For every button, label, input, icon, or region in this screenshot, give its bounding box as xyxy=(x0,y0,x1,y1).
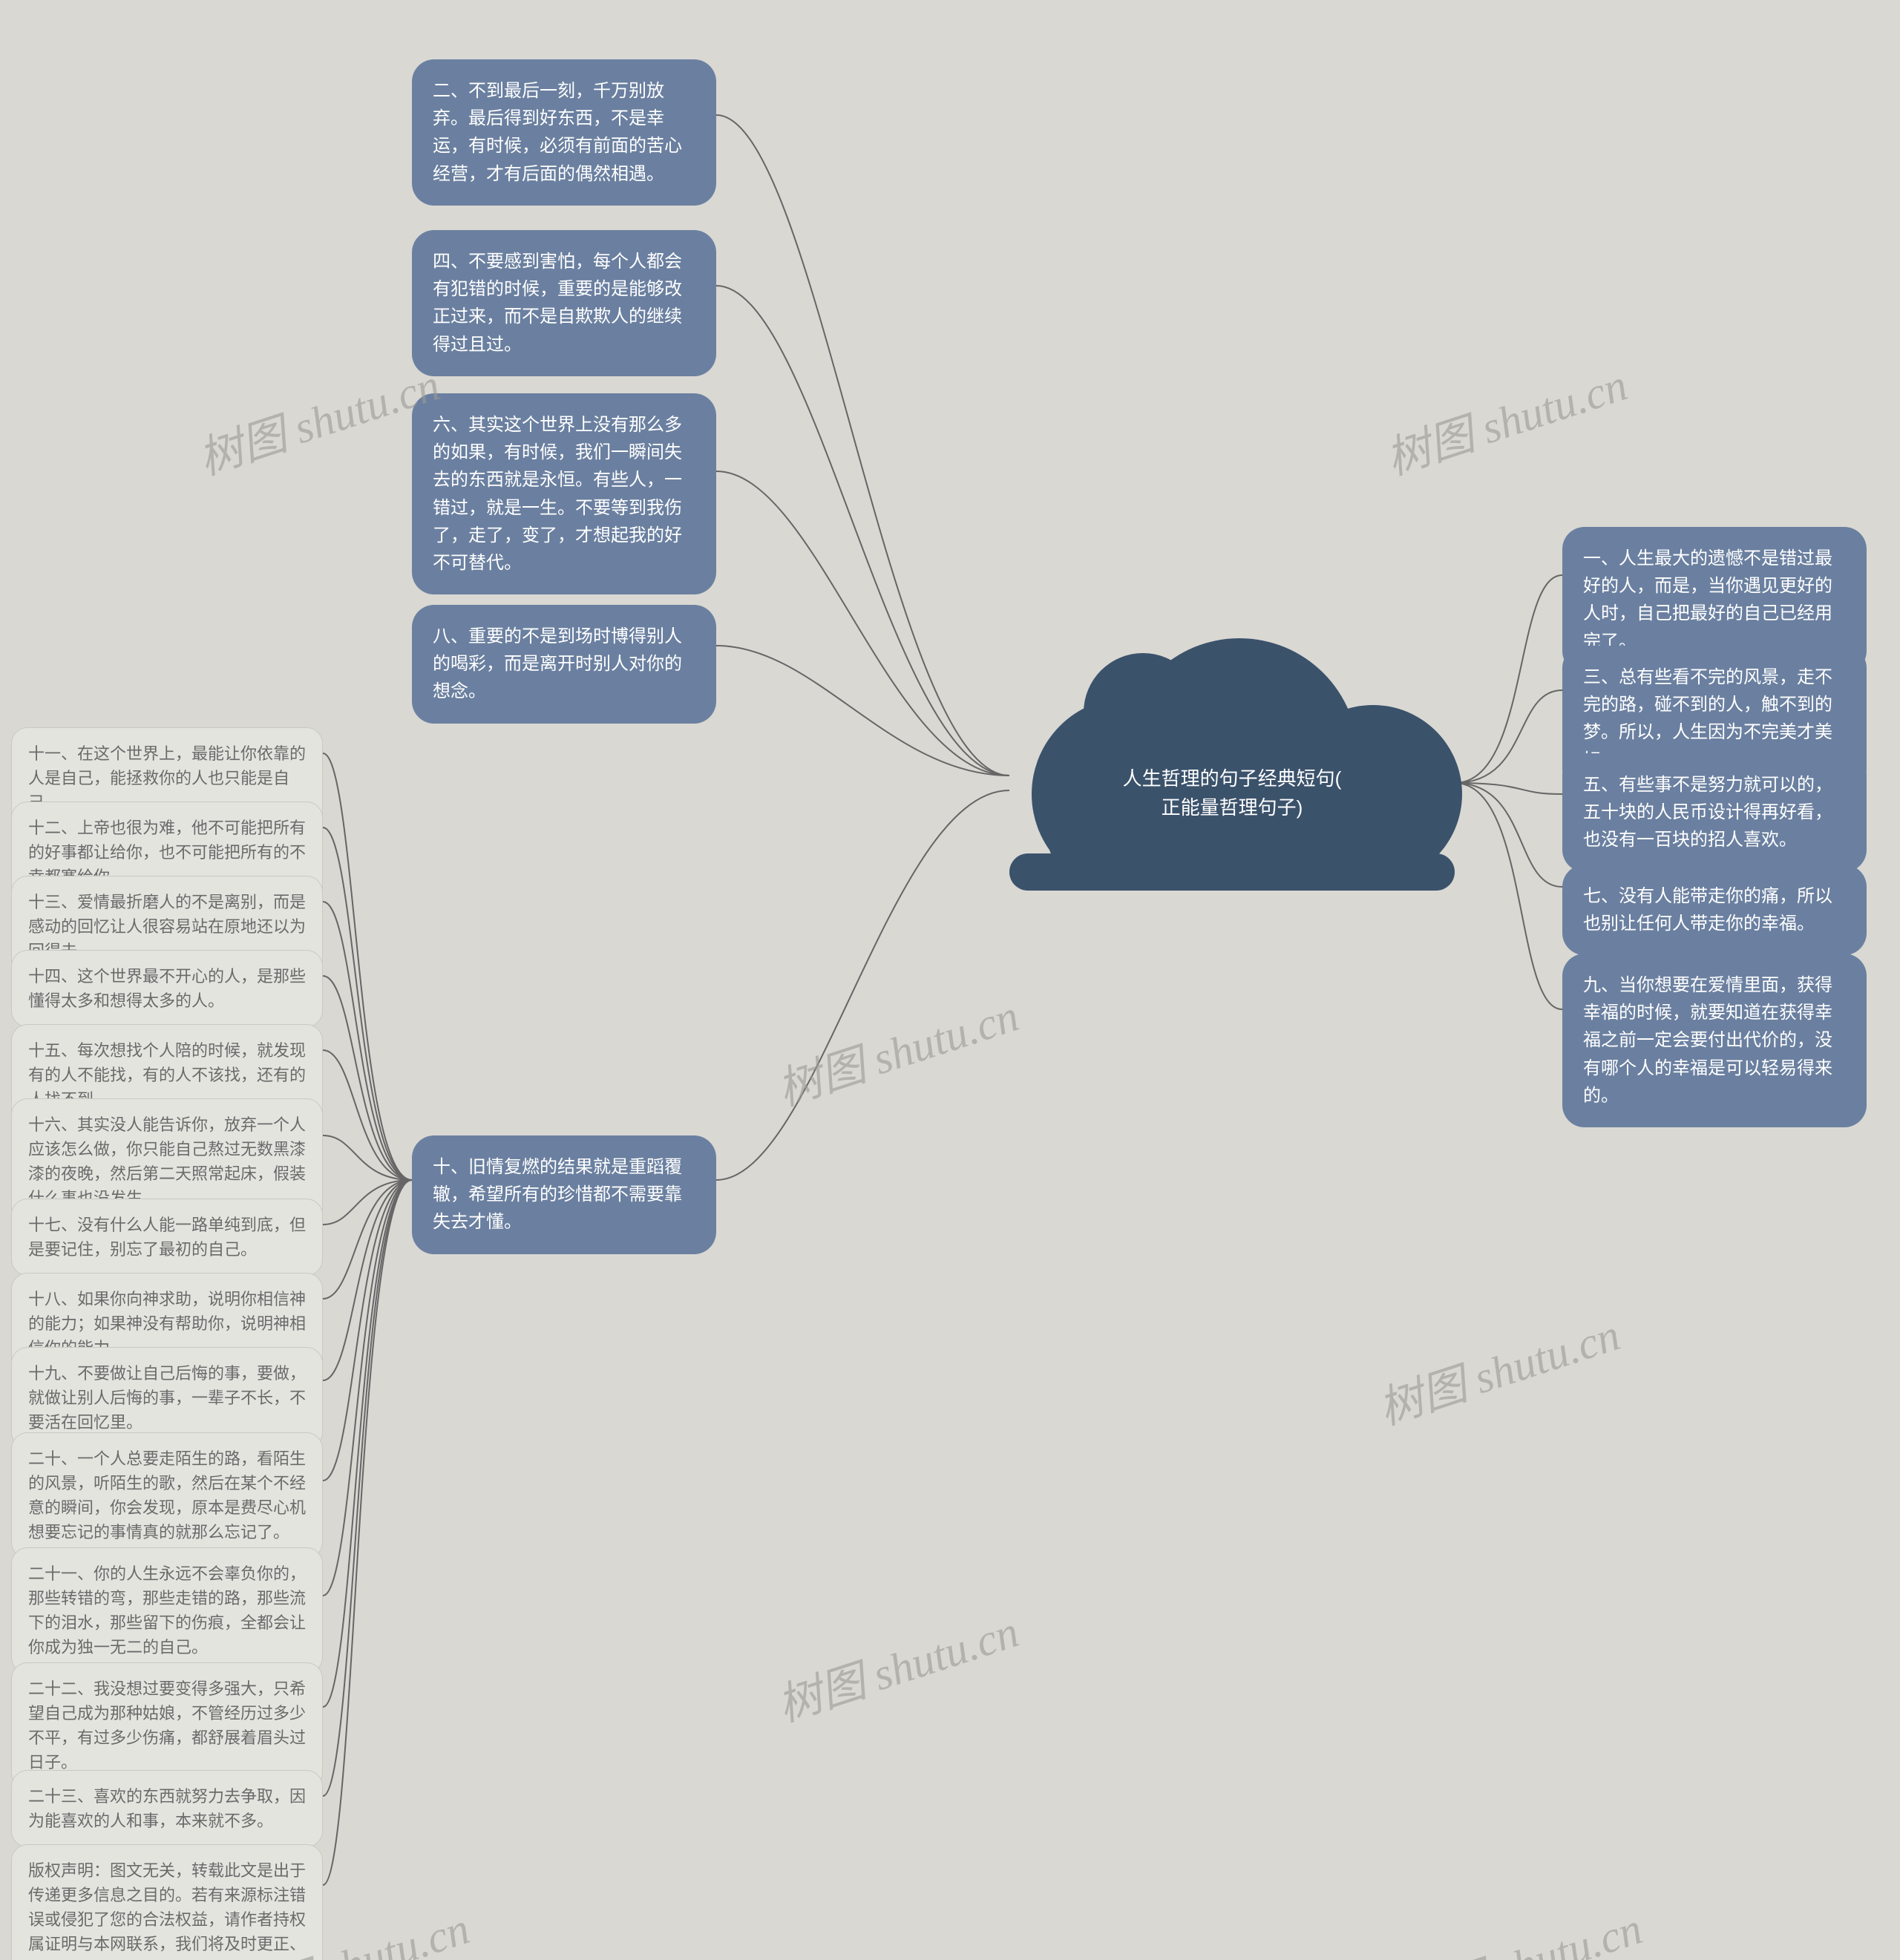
leaf-copyright: 版权声明：图文无关，转载此文是出于传递更多信息之目的。若有来源标注错误或侵犯了您… xyxy=(11,1844,323,1960)
node-7: 七、没有人能带走你的痛，所以也别让任何人带走你的幸福。 xyxy=(1562,865,1867,955)
leaf-16-text: 十六、其实没人能告诉你，放弃一个人应该怎么做，你只能自己熬过无数黑漆漆的夜晚，然… xyxy=(28,1115,306,1207)
leaf-copyright-text: 版权声明：图文无关，转载此文是出于传递更多信息之目的。若有来源标注错误或侵犯了您… xyxy=(28,1861,306,1960)
leaf-20-text: 二十、一个人总要走陌生的路，看陌生的风景，听陌生的歌，然后在某个不经意的瞬间，你… xyxy=(28,1449,306,1541)
leaf-23: 二十三、喜欢的东西就努力去争取，因为能喜欢的人和事，本来就不多。 xyxy=(11,1770,323,1847)
leaf-14-text: 十四、这个世界最不开心的人，是那些懂得太多和想得太多的人。 xyxy=(28,967,306,1010)
node-5: 五、有些事不是努力就可以的，五十块的人民币设计得再好看，也没有一百块的招人喜欢。 xyxy=(1562,753,1867,872)
watermark: 树图 shutu.cn xyxy=(768,980,1026,1118)
leaf-21: 二十一、你的人生永远不会辜负你的，那些转错的弯，那些走错的路，那些流下的泪水，那… xyxy=(11,1547,323,1674)
node-10: 十、旧情复燃的结果就是重蹈覆辙，希望所有的珍惜都不需要靠失去才懂。 xyxy=(412,1135,716,1254)
node-9: 九、当你想要在爱情里面，获得幸福的时候，就要知道在获得幸福之前一定会要付出代价的… xyxy=(1562,954,1867,1127)
leaf-22-text: 二十二、我没想过要变得多强大，只希望自己成为那种姑娘，不管经历过多少不平，有过多… xyxy=(28,1679,306,1771)
leaf-20: 二十、一个人总要走陌生的路，看陌生的风景，听陌生的歌，然后在某个不经意的瞬间，你… xyxy=(11,1432,323,1559)
watermark: 树图 shutu.cn xyxy=(768,1596,1026,1734)
node-4: 四、不要感到害怕，每个人都会有犯错的时候，重要的是能够改正过来，而不是自欺欺人的… xyxy=(412,230,716,376)
mindmap-canvas: 人生哲理的句子经典短句( 正能量哲理句子) 二、不到最后一刻，千万别放弃。最后得… xyxy=(0,0,1900,1960)
leaf-19-text: 十九、不要做让自己后悔的事，要做，就做让别人后悔的事，一辈子不长，不要活在回忆里… xyxy=(28,1364,306,1432)
node-10-text: 十、旧情复燃的结果就是重蹈覆辙，希望所有的珍惜都不需要靠失去才懂。 xyxy=(433,1157,682,1232)
leaf-23-text: 二十三、喜欢的东西就努力去争取，因为能喜欢的人和事，本来就不多。 xyxy=(28,1787,306,1830)
node-5-text: 五、有些事不是努力就可以的，五十块的人民币设计得再好看，也没有一百块的招人喜欢。 xyxy=(1583,775,1832,850)
center-title-line2: 正能量哲理句子) xyxy=(1162,796,1303,819)
node-2: 二、不到最后一刻，千万别放弃。最后得到好东西，不是幸运，有时候，必须有前面的苦心… xyxy=(412,59,716,206)
watermark: 树图 shutu.cn xyxy=(189,349,447,488)
watermark: 树图 shutu.cn xyxy=(1377,349,1634,488)
leaf-17-text: 十七、没有什么人能一路单纯到底，但是要记住，别忘了最初的自己。 xyxy=(28,1216,306,1259)
watermark: 树图 shutu.cn xyxy=(1369,1299,1627,1438)
leaf-21-text: 二十一、你的人生永远不会辜负你的，那些转错的弯，那些走错的路，那些流下的泪水，那… xyxy=(28,1564,306,1656)
node-2-text: 二、不到最后一刻，千万别放弃。最后得到好东西，不是幸运，有时候，必须有前面的苦心… xyxy=(433,81,682,184)
center-title-line1: 人生哲理的句子经典短句( xyxy=(1123,767,1342,790)
leaf-17: 十七、没有什么人能一路单纯到底，但是要记住，别忘了最初的自己。 xyxy=(11,1199,323,1276)
watermark: 树图 shutu.cn xyxy=(1392,1892,1649,1960)
node-8-text: 八、重要的不是到场时博得别人的喝彩，而是离开时别人对你的想念。 xyxy=(433,626,682,701)
node-8: 八、重要的不是到场时博得别人的喝彩，而是离开时别人对你的想念。 xyxy=(412,605,716,724)
node-1-text: 一、人生最大的遗憾不是错过最好的人，而是，当你遇见更好的人时，自己把最好的自己已… xyxy=(1583,548,1832,652)
node-6-text: 六、其实这个世界上没有那么多的如果，有时候，我们一瞬间失去的东西就是永恒。有些人… xyxy=(433,415,682,573)
node-7-text: 七、没有人能带走你的痛，所以也别让任何人带走你的幸福。 xyxy=(1583,886,1832,934)
node-9-text: 九、当你想要在爱情里面，获得幸福的时候，就要知道在获得幸福之前一定会要付出代价的… xyxy=(1583,975,1832,1106)
leaf-14: 十四、这个世界最不开心的人，是那些懂得太多和想得太多的人。 xyxy=(11,950,323,1027)
node-4-text: 四、不要感到害怕，每个人都会有犯错的时候，重要的是能够改正过来，而不是自欺欺人的… xyxy=(433,252,682,355)
center-cloud: 人生哲理的句子经典短句( 正能量哲理句子) xyxy=(1009,623,1455,935)
node-6: 六、其实这个世界上没有那么多的如果，有时候，我们一瞬间失去的东西就是永恒。有些人… xyxy=(412,393,716,594)
center-title: 人生哲理的句子经典短句( 正能量哲理句子) xyxy=(1113,764,1351,822)
